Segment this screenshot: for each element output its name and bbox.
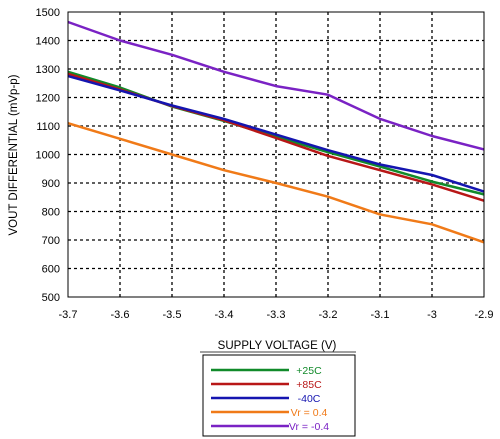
series-line-vr-0-4 <box>67 122 485 244</box>
y-tick-label: 1500 <box>36 7 60 19</box>
y-axis-label: VOUT DIFFERENTIAL (mVp-p) <box>8 74 20 235</box>
y-tick-label: 1400 <box>36 36 60 48</box>
y-tick-label: 600 <box>42 264 60 276</box>
y-tick-label: 1000 <box>36 150 60 162</box>
series-line-40c <box>67 74 485 193</box>
x-tick-label: -3.7 <box>59 309 78 321</box>
legend-label: +25C <box>296 365 322 377</box>
y-tick-label: 1200 <box>36 93 60 105</box>
x-tick-label: -3.5 <box>163 309 182 321</box>
x-tick-label: -3 <box>427 309 437 321</box>
x-tick-label: -3.4 <box>215 309 234 321</box>
legend-label: +85C <box>296 379 322 391</box>
legend-label: -40C <box>298 393 321 405</box>
legend-label: Vr = 0.4 <box>291 407 328 419</box>
legend-label: Vr = -0.4 <box>289 421 329 433</box>
x-tick-label: -3.1 <box>371 309 390 321</box>
y-tick-labels: 500 600 700 800 900 1000 1100 1200 1300 1400 1500 <box>36 7 60 304</box>
y-tick-label: 500 <box>42 292 60 304</box>
y-tick-label: 1100 <box>36 121 60 133</box>
x-tick-label: -3.6 <box>111 309 130 321</box>
x-axis-label: SUPPLY VOLTAGE (V) <box>218 340 337 352</box>
x-tick-labels: -3.7 -3.6 -3.5 -3.4 -3.3 -3.2 -3.1 -3 -2.9 <box>59 309 494 321</box>
y-tick-label: 900 <box>42 178 60 190</box>
y-tick-label: 800 <box>42 207 60 219</box>
x-tick-label: -2.9 <box>475 309 494 321</box>
y-tick-label: 700 <box>42 235 60 247</box>
x-tick-label: -3.2 <box>319 309 338 321</box>
x-tick-label: -3.3 <box>267 309 286 321</box>
legend: +25C +85C -40C Vr = 0.4 Vr = -0.4 <box>211 365 329 433</box>
grid-lines <box>68 12 484 297</box>
series-layer <box>67 20 485 244</box>
y-tick-label: 1300 <box>36 64 60 76</box>
plot-area <box>67 11 485 298</box>
legend-box <box>202 354 356 437</box>
series-line-vr-0-4 <box>67 20 485 151</box>
